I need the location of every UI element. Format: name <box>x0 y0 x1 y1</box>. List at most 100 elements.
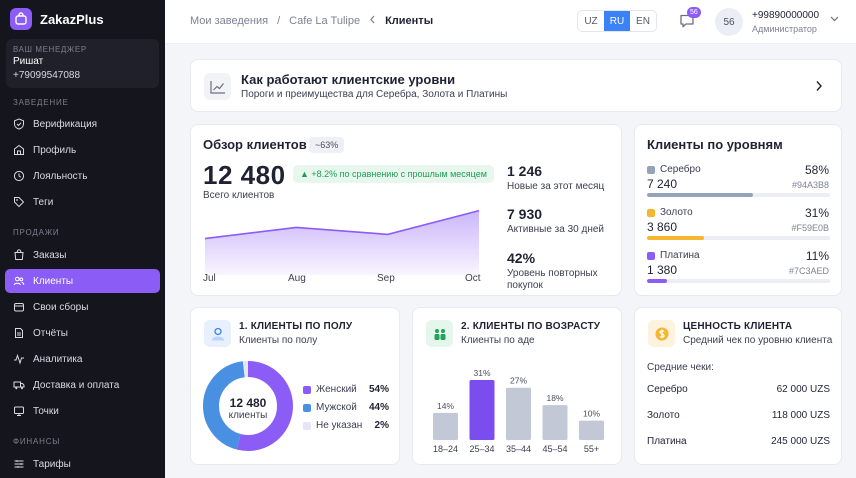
level-gold-count: 3 860 <box>647 220 678 234</box>
sidebar-item-delivery[interactable]: Доставка и оплата <box>5 373 160 397</box>
orders-icon <box>14 249 24 260</box>
level-platinum-name: Платина <box>647 250 700 261</box>
sidebar-item-verification[interactable]: Верификация <box>5 112 160 136</box>
sidebar-item-label: Тарифы <box>33 458 71 470</box>
gender-donut-chart <box>203 361 293 451</box>
sidebar-item-tags[interactable]: Теги <box>5 190 160 214</box>
lang-en-button[interactable]: EN <box>636 15 650 27</box>
x-tick-label: Sep <box>377 273 395 284</box>
section-title-venue: ЗАВЕДЕНИЕ <box>13 98 69 107</box>
legend-female: Женский 54% <box>303 384 389 395</box>
sidebar-item-label: Лояльность <box>33 170 88 182</box>
user-role: Администратор <box>752 24 817 34</box>
sidebar-item-tariffs[interactable]: Тарифы <box>5 452 160 476</box>
sidebar-item-label: Клиенты <box>33 275 74 287</box>
avatar[interactable]: 56 <box>715 8 743 36</box>
user-phone[interactable]: +99890000000 <box>752 10 820 21</box>
value-row-amount: 245 000 UZS <box>771 436 830 447</box>
x-tick-label: 55+ <box>584 444 599 454</box>
breadcrumb-cafe[interactable]: Cafe La Tulipe <box>289 15 361 27</box>
legend-dot <box>303 421 311 430</box>
sidebar-item-label: Заказы <box>33 249 67 261</box>
sidebar-item-label: Отчёты <box>33 327 68 339</box>
chat-badge: 56 <box>687 7 701 18</box>
gender-title: 1. КЛИЕНТЫ ПО ПОЛУ <box>239 321 353 332</box>
sidebar-item-analytics[interactable]: Аналитика <box>5 347 160 371</box>
level-label: Золото <box>660 207 693 218</box>
clients-by-age-card: 2. КЛИЕНТЫ ПО ВОЗРАСТУ Клиенты по аде 14… <box>412 307 622 465</box>
value-row-amount: 62 000 UZS <box>776 384 830 395</box>
lang-ru-button[interactable]: RU <box>604 11 630 31</box>
lang-uz-button[interactable]: UZ <box>584 15 598 27</box>
manager-phone[interactable]: +79099547088 <box>13 70 81 81</box>
sidebar-item-label: Профиль <box>33 144 77 156</box>
legend-pct: 2% <box>374 420 389 431</box>
bag-logo-icon <box>10 8 32 30</box>
level-gold-bar <box>647 236 830 240</box>
donut-center-value: 12 480 <box>229 396 267 410</box>
legend-unspecified: Не указан 2% <box>303 420 389 431</box>
level-silver-bar <box>647 193 830 197</box>
sidebar-item-label: Доставка и оплата <box>33 379 120 391</box>
value-row-label: Серебро <box>647 384 688 395</box>
sidebar-item-reports[interactable]: Отчёты <box>5 321 160 345</box>
sidebar-item-profile[interactable]: Профиль <box>5 138 160 162</box>
level-label: Серебро <box>660 164 701 175</box>
level-dot <box>647 208 655 217</box>
app-name: ZakazPlus <box>40 11 104 27</box>
sidebar-item-locations[interactable]: Точки <box>5 399 160 423</box>
manager-card: ВАШ МЕНЕДЖЕР Ришат +79099547088 <box>6 39 159 88</box>
sidebar-item-loyalty[interactable]: Лояльность <box>5 164 160 188</box>
age-bar <box>433 412 458 440</box>
chevron-right-icon[interactable] <box>815 80 823 92</box>
banner-title: Как работают клиентские уровни <box>241 72 456 87</box>
level-gold-name: Золото <box>647 207 693 218</box>
donut-slice-2 <box>203 361 293 451</box>
donut-center-label: клиенты <box>228 410 268 421</box>
breadcrumb: Мои заведения / Cafe La Tulipe Клиенты <box>190 15 433 27</box>
bar-value-label: 14% <box>437 401 454 411</box>
x-tick-label: 18–24 <box>433 444 458 454</box>
level-silver-count: 7 240 <box>647 177 678 191</box>
sidebar-item-clients[interactable]: Клиенты <box>5 269 160 293</box>
level-platinum-fill <box>647 279 668 283</box>
legend-male: Мужской 44% <box>303 402 389 413</box>
clients-by-gender-card: 1. КЛИЕНТЫ ПО ПОЛУ Клиенты по полу 12 48… <box>190 307 400 465</box>
levels-info-banner[interactable]: Как работают клиентские уровни Пороги и … <box>190 59 842 112</box>
section-title-sales: ПРОДАЖИ <box>13 228 60 237</box>
avg-check-label: Средние чеки: <box>647 362 714 373</box>
app-logo[interactable]: ZakazPlus <box>10 8 104 30</box>
chevron-down-icon[interactable] <box>830 16 839 22</box>
level-gold-fill <box>647 236 704 240</box>
bar-value-label: 31% <box>473 368 490 378</box>
value-row-label: Платина <box>647 436 687 447</box>
level-silver-name: Серебро <box>647 164 701 175</box>
tariffs-icon <box>14 460 24 468</box>
level-silver-hex: #94A3B8 <box>791 180 829 190</box>
breadcrumb-venues[interactable]: Мои заведения <box>190 15 269 27</box>
x-tick-label: Aug <box>288 273 306 284</box>
level-silver-fill <box>647 193 754 197</box>
legend-dot <box>303 403 311 412</box>
sidebar-item-label: Точки <box>33 405 59 417</box>
banner-subtitle: Пороги и преимущества для Серебра, Золот… <box>241 89 508 100</box>
breadcrumb-current: Клиенты <box>385 15 434 27</box>
stat-new-value: 1 246 <box>507 163 543 179</box>
chevron-left-icon[interactable] <box>369 15 376 27</box>
reports-icon <box>15 328 23 338</box>
level-gold-pct: 31% <box>804 206 829 220</box>
level-platinum-bar <box>647 279 830 283</box>
sidebar-item-label: Свои сборы <box>33 301 89 313</box>
coin-icon <box>648 320 675 347</box>
sidebar-item-orders[interactable]: Заказы <box>5 243 160 267</box>
sidebar-item-label: Аналитика <box>33 353 83 365</box>
profile-icon <box>14 144 24 155</box>
legend-label: Мужской <box>316 402 357 413</box>
sidebar-item-collections[interactable]: Свои сборы <box>5 295 160 319</box>
value-title: ЦЕННОСТЬ КЛИЕНТА <box>683 321 793 332</box>
legend-label: Не указан <box>316 420 363 431</box>
level-platinum-count: 1 380 <box>647 263 678 277</box>
age-bar <box>469 380 495 440</box>
stat-repeat-value: 42% <box>507 250 536 266</box>
sidebar-item-label: Теги <box>33 196 54 208</box>
